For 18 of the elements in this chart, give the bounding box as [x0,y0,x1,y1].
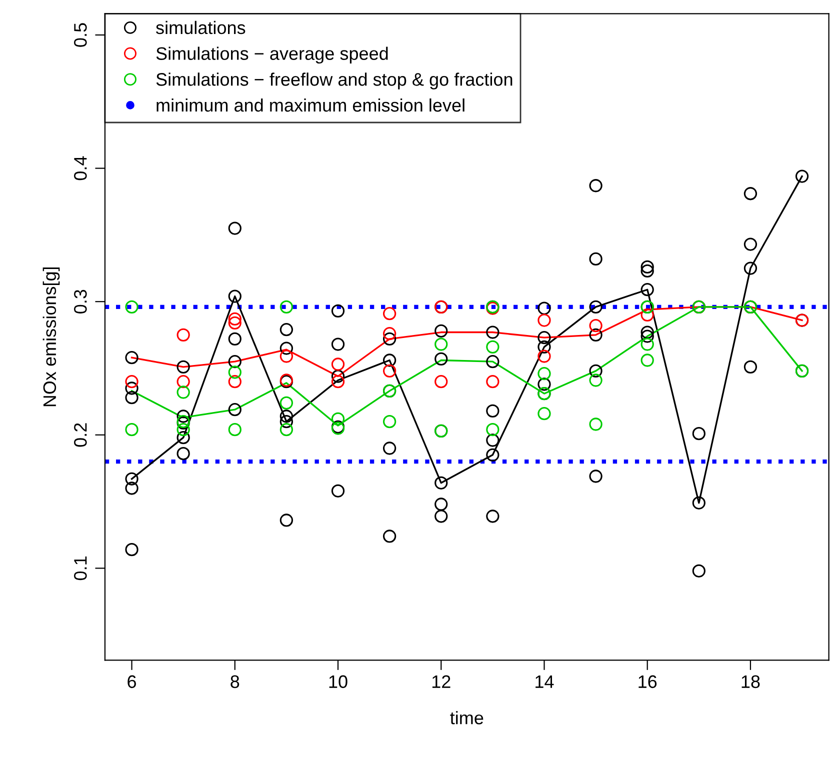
x-tick-label: 8 [230,675,240,688]
y-tick-label: 0.1 [74,556,87,580]
x-tick-label: 12 [432,675,450,688]
y-tick-label: 0.2 [74,423,87,447]
legend-label: Simulations − freeflow and stop & go fraction [156,72,512,90]
legend-label: minimum and maximum emission level [156,98,464,112]
x-tick-label: 16 [638,675,657,688]
y-tick-label: 0.4 [74,156,87,180]
y-tick-label: 0.3 [74,290,87,314]
y-axis-title: NOx emissions[g] [42,267,60,406]
x-tick-label: 18 [742,675,760,688]
legend-label: Simulations − average speed [156,46,388,64]
y-tick-label: 0.5 [74,23,87,47]
x-tick-label: 10 [329,675,348,688]
x-tick-label: 14 [536,675,554,688]
x-axis-title: time [450,711,484,724]
x-tick-label: 6 [128,675,136,688]
legend-label: simulations [156,20,246,34]
